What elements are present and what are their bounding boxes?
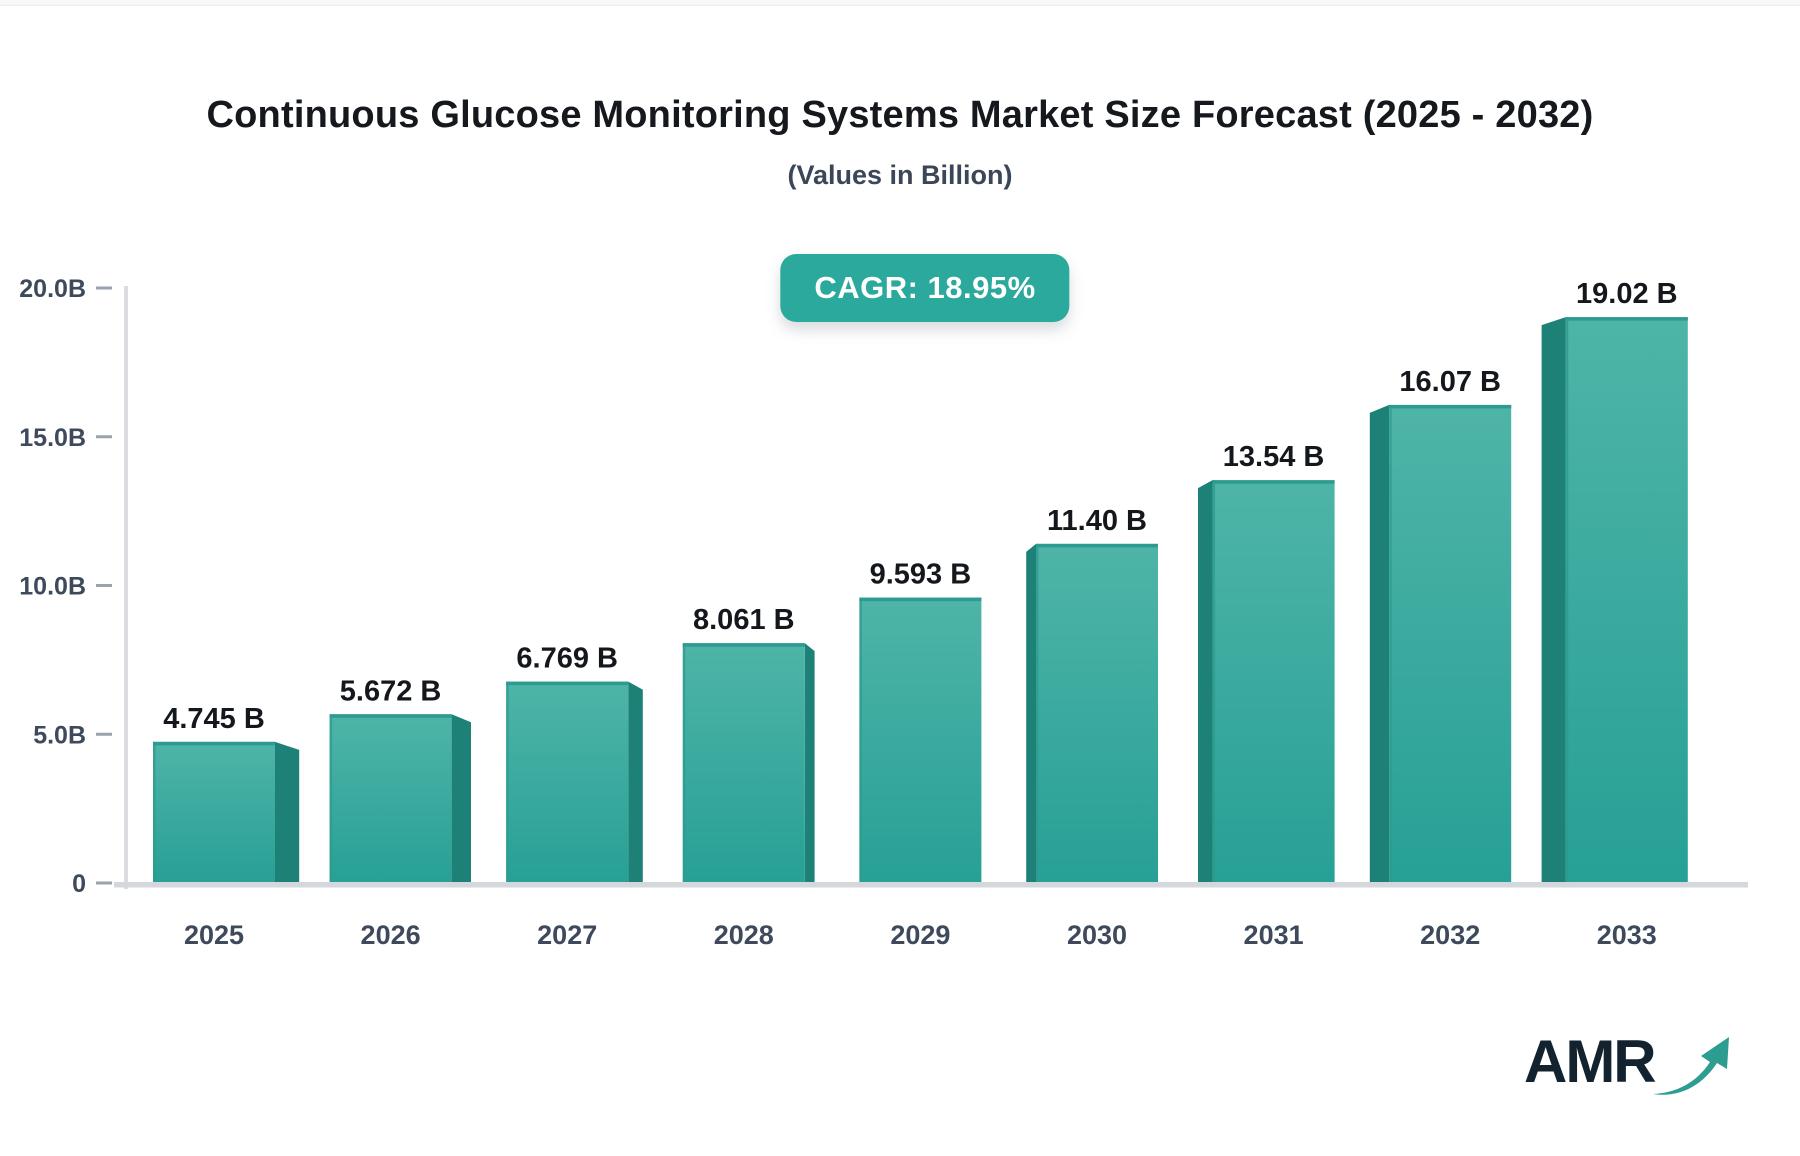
bar-2026 <box>329 714 452 883</box>
bar-top-edge-2033 <box>1565 317 1688 321</box>
y-axis-line <box>124 286 128 889</box>
bar-top-edge-2030 <box>1036 543 1158 548</box>
bar-side-face-2032 <box>1369 404 1390 883</box>
bar-value-label-2027: 6.769 B <box>516 643 618 675</box>
bar-2027 <box>506 681 629 883</box>
bar-value-label-2030: 11.40 B <box>1047 505 1147 537</box>
bar-left-edge-2029 <box>859 597 862 883</box>
y-tick-label-4: 0 <box>72 870 86 898</box>
y-tick-label-1: 15.0B <box>19 424 86 452</box>
top-strip <box>0 0 1800 6</box>
bar-top-edge-2025 <box>153 741 275 746</box>
bar-2029 <box>859 597 982 883</box>
chart-title: Continuous Glucose Monitoring Systems Ma… <box>206 94 1594 136</box>
bar-top-edge-2026 <box>329 714 452 718</box>
bar-side-face-2033 <box>1541 317 1566 883</box>
bar-left-edge-2031 <box>1212 480 1216 883</box>
bar-left-edge-2032 <box>1389 404 1392 883</box>
trend-up-arrow-icon <box>1652 1037 1729 1095</box>
bar-2025 <box>153 741 275 883</box>
bar-value-label-2032: 16.07 B <box>1399 366 1501 398</box>
bar-top-edge-2028 <box>682 643 805 647</box>
bar-2031 <box>1212 480 1335 883</box>
y-tick-mark <box>96 732 112 736</box>
bar-top-edge-2031 <box>1212 480 1335 484</box>
bar-side-face-2025 <box>275 741 300 883</box>
x-axis-label-2028: 2028 <box>714 920 774 950</box>
x-axis-label-2033: 2033 <box>1597 920 1657 950</box>
y-tick-mark <box>96 881 112 885</box>
bar-value-label-2028: 8.061 B <box>693 604 795 636</box>
bar-left-edge-2025 <box>153 741 156 883</box>
x-axis-label-2026: 2026 <box>361 920 421 950</box>
bar-2033 <box>1565 317 1688 883</box>
bar-2032 <box>1389 404 1512 883</box>
x-axis-label-2029: 2029 <box>890 920 950 950</box>
bar-left-edge-2028 <box>682 643 686 883</box>
brand-logo-text: AMR <box>1524 1028 1657 1095</box>
bar-value-label-2031: 13.54 B <box>1223 441 1325 473</box>
bar-left-edge-2026 <box>329 714 333 883</box>
bar-side-face-2028 <box>804 643 815 883</box>
y-tick-label-0: 20.0B <box>19 275 86 303</box>
y-tick-mark <box>96 584 112 587</box>
bar-top-edge-2029 <box>859 597 982 602</box>
bar-side-face-2026 <box>451 714 471 883</box>
bar-2028 <box>682 643 805 883</box>
y-tick-mark <box>96 435 112 439</box>
y-tick-label-2: 10.0B <box>19 573 86 601</box>
brand-logo: AMR <box>1524 1030 1733 1100</box>
bar-2030 <box>1036 543 1158 883</box>
bar-left-edge-2033 <box>1565 317 1569 883</box>
bar-value-label-2029: 9.593 B <box>870 559 972 591</box>
bar-top-edge-2027 <box>506 681 629 686</box>
bar-left-edge-2027 <box>506 681 509 883</box>
y-tick-label-3: 5.0B <box>33 721 86 749</box>
bar-side-face-2031 <box>1198 480 1213 883</box>
chart-subtitle: (Values in Billion) <box>787 160 1013 190</box>
bar-side-face-2030 <box>1026 543 1036 883</box>
cagr-badge: CAGR: 18.95% <box>780 254 1070 322</box>
x-axis-label-2032: 2032 <box>1420 920 1480 950</box>
bar-value-label-2033: 19.02 B <box>1576 278 1678 310</box>
bar-side-face-2027 <box>628 681 643 883</box>
bar-left-edge-2030 <box>1036 543 1039 883</box>
x-axis-label-2031: 2031 <box>1244 920 1304 950</box>
x-axis-label-2030: 2030 <box>1067 920 1127 950</box>
bar-value-label-2025: 4.745 B <box>163 703 265 735</box>
y-tick-mark <box>96 286 112 290</box>
x-axis-label-2027: 2027 <box>537 920 597 950</box>
bar-top-edge-2032 <box>1389 404 1512 409</box>
bar-value-label-2026: 5.672 B <box>340 675 442 707</box>
x-axis-line <box>114 882 1748 888</box>
x-axis-label-2025: 2025 <box>184 920 244 950</box>
